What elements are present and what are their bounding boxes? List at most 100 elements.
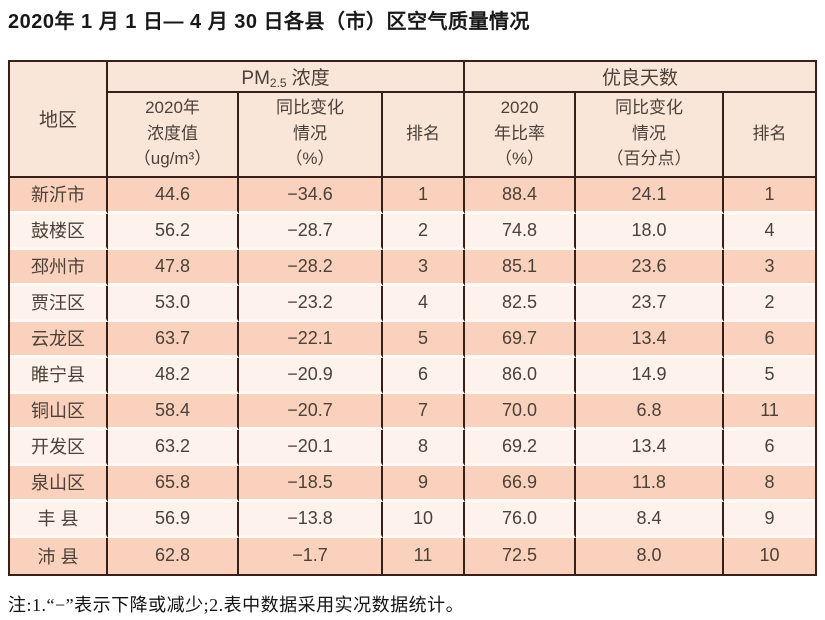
pm-value-cell: 48.2 xyxy=(108,357,239,394)
pm-subscript: 2.5 xyxy=(269,76,287,90)
days-change-cell: 13.4 xyxy=(576,321,725,358)
days-rank-cell: 9 xyxy=(724,501,816,538)
table-row: 沛 县 62.8 −1.7 11 72.5 8.0 10 xyxy=(10,537,816,574)
region-cell: 云龙区 xyxy=(10,321,108,358)
pm-rank-cell: 11 xyxy=(383,537,466,574)
days-rank-cell: 6 xyxy=(724,429,816,466)
pm-rank-cell: 9 xyxy=(383,465,466,502)
days-change-cell: 8.4 xyxy=(576,501,725,538)
pm-rank-cell: 1 xyxy=(383,177,466,214)
table-row: 新沂市 44.6 −34.6 1 88.4 24.1 1 xyxy=(10,177,816,214)
pm-suffix: 浓度 xyxy=(291,68,330,89)
region-cell: 鼓楼区 xyxy=(10,213,108,250)
table-row: 云龙区 63.7 −22.1 5 69.7 13.4 6 xyxy=(10,321,816,358)
footnote: 注:1.“−”表示下降或减少;2.表中数据采用实况数据统计。 xyxy=(8,594,465,615)
region-cell: 新沂市 xyxy=(10,177,108,214)
days-rank-cell: 4 xyxy=(724,213,816,250)
table-row: 开发区 63.2 −20.1 8 69.2 13.4 6 xyxy=(10,429,816,466)
header-group-pm25: PM2.5 浓度 xyxy=(108,62,466,93)
page-title: 2020年 1 月 1 日— 4 月 30 日各县（市）区空气质量情况 xyxy=(8,11,531,33)
air-quality-table: 地区 PM2.5 浓度 优良天数 2020年 浓度值 （ug/m³） 同比变化 情… xyxy=(8,60,818,576)
table-row: 睢宁县 48.2 −20.9 6 86.0 14.9 5 xyxy=(10,357,816,394)
days-rank-cell: 6 xyxy=(724,321,816,358)
region-cell: 邳州市 xyxy=(10,249,108,286)
region-cell: 丰 县 xyxy=(10,501,108,538)
days-change-cell: 14.9 xyxy=(576,357,725,394)
pm-value-cell: 56.9 xyxy=(108,501,239,538)
days-rank-cell: 8 xyxy=(724,465,816,502)
pm-rank-cell: 2 xyxy=(383,213,466,250)
days-change-cell: 23.7 xyxy=(576,285,725,322)
header-region: 地区 xyxy=(10,62,108,178)
days-rank-cell: 1 xyxy=(724,177,816,214)
days-change-cell: 6.8 xyxy=(576,393,725,430)
table-row: 丰 县 56.9 −13.8 10 76.0 8.4 9 xyxy=(10,501,816,538)
pm-change-cell: −28.7 xyxy=(239,213,383,250)
pm-value-cell: 58.4 xyxy=(108,393,239,430)
header-pm-value: 2020年 浓度值 （ug/m³） xyxy=(108,93,239,178)
pm-change-cell: −20.9 xyxy=(239,357,383,394)
days-change-cell: 11.8 xyxy=(576,465,725,502)
days-rank-cell: 2 xyxy=(724,285,816,322)
pm-rank-cell: 6 xyxy=(383,357,466,394)
pm-value-cell: 63.7 xyxy=(108,321,239,358)
region-cell: 睢宁县 xyxy=(10,357,108,394)
days-change-cell: 23.6 xyxy=(576,249,725,286)
table-header: 地区 PM2.5 浓度 优良天数 2020年 浓度值 （ug/m³） 同比变化 情… xyxy=(10,62,816,178)
pm-value-cell: 65.8 xyxy=(108,465,239,502)
region-cell: 贾汪区 xyxy=(10,285,108,322)
days-ratio-cell: 69.2 xyxy=(465,429,577,466)
days-change-cell: 8.0 xyxy=(576,537,725,574)
days-ratio-cell: 82.5 xyxy=(465,285,577,322)
pm-rank-cell: 8 xyxy=(383,429,466,466)
header-pm-change: 同比变化 情况 （%） xyxy=(239,93,383,178)
pm-value-cell: 62.8 xyxy=(108,537,239,574)
days-rank-cell: 11 xyxy=(724,393,816,430)
region-cell: 泉山区 xyxy=(10,465,108,502)
pm-rank-cell: 7 xyxy=(383,393,466,430)
days-ratio-cell: 85.1 xyxy=(465,249,577,286)
days-rank-cell: 5 xyxy=(724,357,816,394)
pm-change-cell: −20.7 xyxy=(239,393,383,430)
days-rank-cell: 3 xyxy=(724,249,816,286)
days-change-cell: 13.4 xyxy=(576,429,725,466)
header-days-rank: 排名 xyxy=(724,93,816,178)
pm-value-cell: 44.6 xyxy=(108,177,239,214)
pm-rank-cell: 5 xyxy=(383,321,466,358)
days-change-cell: 24.1 xyxy=(576,177,725,214)
table-row: 贾汪区 53.0 −23.2 4 82.5 23.7 2 xyxy=(10,285,816,322)
days-rank-cell: 10 xyxy=(724,537,816,574)
pm-change-cell: −18.5 xyxy=(239,465,383,502)
days-ratio-cell: 74.8 xyxy=(465,213,577,250)
header-group-good-days: 优良天数 xyxy=(465,62,816,93)
pm-change-cell: −13.8 xyxy=(239,501,383,538)
pm-prefix: PM xyxy=(241,68,270,89)
pm-change-cell: −22.1 xyxy=(239,321,383,358)
pm-value-cell: 56.2 xyxy=(108,213,239,250)
days-ratio-cell: 69.7 xyxy=(465,321,577,358)
pm-change-cell: −1.7 xyxy=(239,537,383,574)
header-days-change: 同比变化 情况 （百分点） xyxy=(576,93,725,178)
days-ratio-cell: 70.0 xyxy=(465,393,577,430)
table-body: 新沂市 44.6 −34.6 1 88.4 24.1 1 鼓楼区 56.2 −2… xyxy=(10,177,816,574)
days-change-cell: 18.0 xyxy=(576,213,725,250)
pm-value-cell: 63.2 xyxy=(108,429,239,466)
region-cell: 沛 县 xyxy=(10,537,108,574)
table-row: 鼓楼区 56.2 −28.7 2 74.8 18.0 4 xyxy=(10,213,816,250)
table-row: 泉山区 65.8 −18.5 9 66.9 11.8 8 xyxy=(10,465,816,502)
days-ratio-cell: 88.4 xyxy=(465,177,577,214)
region-cell: 开发区 xyxy=(10,429,108,466)
days-ratio-cell: 86.0 xyxy=(465,357,577,394)
pm-change-cell: −34.6 xyxy=(239,177,383,214)
pm-value-cell: 53.0 xyxy=(108,285,239,322)
table-row: 邳州市 47.8 −28.2 3 85.1 23.6 3 xyxy=(10,249,816,286)
region-cell: 铜山区 xyxy=(10,393,108,430)
pm-rank-cell: 3 xyxy=(383,249,466,286)
days-ratio-cell: 72.5 xyxy=(465,537,577,574)
pm-change-cell: −23.2 xyxy=(239,285,383,322)
pm-change-cell: −28.2 xyxy=(239,249,383,286)
table-row: 铜山区 58.4 −20.7 7 70.0 6.8 11 xyxy=(10,393,816,430)
header-pm-rank: 排名 xyxy=(383,93,466,178)
pm-change-cell: −20.1 xyxy=(239,429,383,466)
header-days-ratio: 2020 年比率 （%） xyxy=(465,93,577,178)
